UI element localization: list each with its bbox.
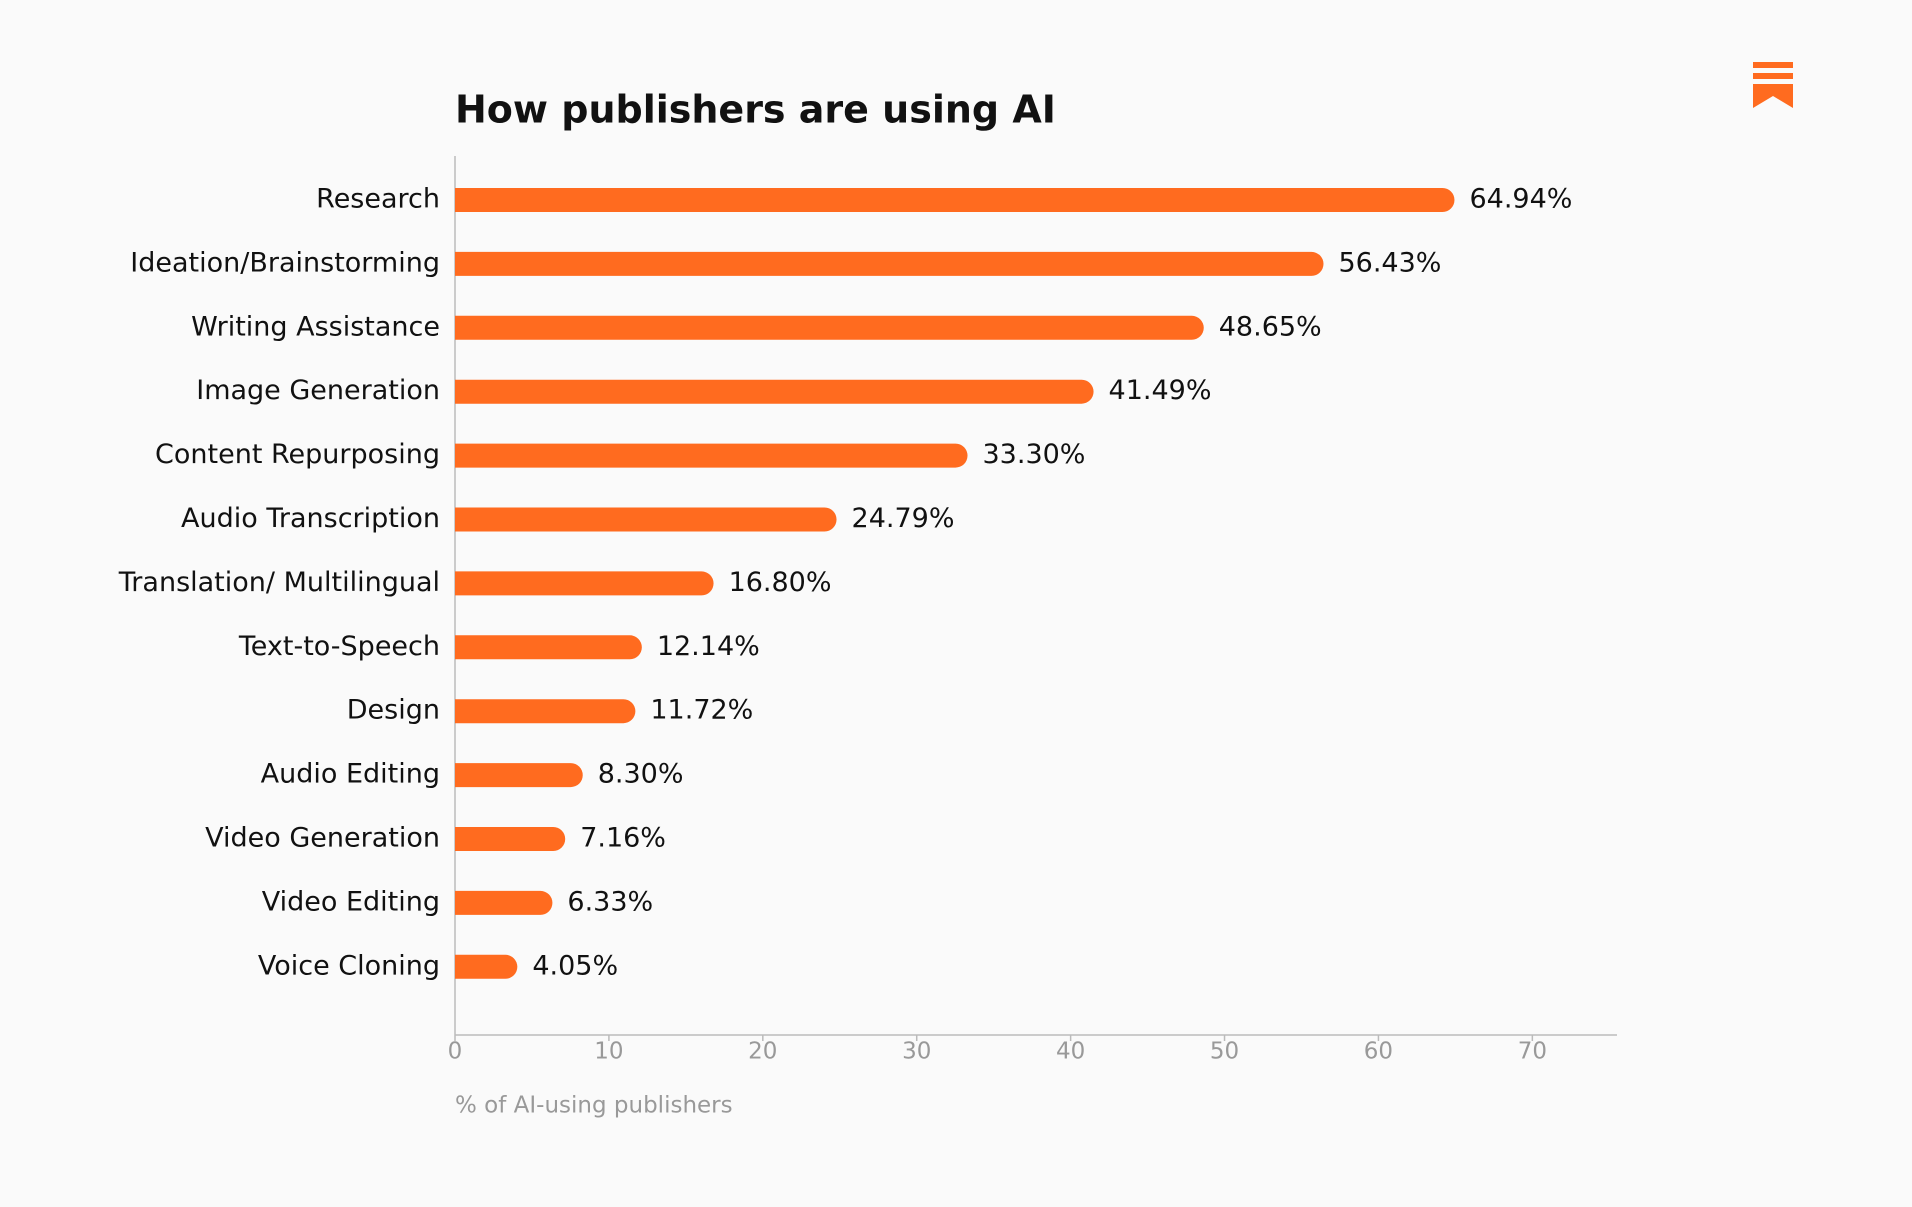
y-tick-label: Audio Editing: [261, 759, 440, 790]
y-tick-label: Translation/ Multilingual: [118, 567, 440, 598]
x-axis-label: % of AI-using publishers: [455, 1093, 733, 1119]
x-tick-label: 60: [1364, 1039, 1393, 1065]
x-tick-label: 70: [1518, 1039, 1547, 1065]
y-tick-label: Content Repurposing: [155, 439, 440, 470]
value-label: 8.30%: [598, 759, 684, 790]
y-tick-label: Design: [347, 695, 440, 726]
bar: [455, 890, 553, 915]
logo: [1753, 62, 1793, 108]
value-label: 33.30%: [983, 439, 1086, 470]
x-tick-label: 30: [902, 1039, 931, 1065]
y-tick-label: Video Editing: [262, 886, 440, 917]
x-tick-label: 20: [748, 1039, 777, 1065]
bar: [455, 827, 566, 851]
bar: [455, 763, 583, 788]
bar: [455, 954, 518, 979]
value-label: 12.14%: [657, 631, 760, 662]
value-label: 4.05%: [532, 950, 618, 981]
y-tick-label: Text-to-Speech: [238, 631, 440, 662]
y-tick-label: Ideation/Brainstorming: [130, 247, 440, 278]
bar: [455, 443, 968, 468]
bar: [455, 251, 1324, 276]
value-label: 11.72%: [650, 695, 753, 726]
x-tick-label: 50: [1210, 1039, 1239, 1065]
bar: [455, 571, 714, 596]
value-label: 41.49%: [1109, 375, 1212, 406]
x-tick-label: 10: [594, 1039, 623, 1065]
chart-title: How publishers are using AI: [455, 88, 1056, 132]
value-label: 48.65%: [1219, 311, 1322, 342]
bar: [455, 507, 837, 532]
bar: [455, 315, 1204, 340]
bar: [455, 188, 1455, 212]
bar: [455, 379, 1094, 404]
x-tick-label: 0: [448, 1039, 463, 1065]
y-tick-label: Voice Cloning: [258, 950, 440, 981]
y-tick-label: Audio Transcription: [181, 503, 440, 534]
x-tick-label: 40: [1056, 1039, 1085, 1065]
value-label: 6.33%: [567, 886, 653, 917]
value-label: 16.80%: [729, 567, 832, 598]
value-label: 56.43%: [1338, 247, 1441, 278]
y-tick-label: Writing Assistance: [191, 311, 440, 342]
bar: [455, 699, 636, 724]
value-label: 64.94%: [1469, 184, 1572, 215]
y-tick-label: Video Generation: [205, 823, 440, 854]
bar: [455, 635, 642, 660]
value-label: 24.79%: [852, 503, 955, 534]
y-tick-label: Image Generation: [196, 375, 440, 406]
y-tick-label: Research: [316, 184, 440, 215]
value-label: 7.16%: [580, 823, 666, 854]
